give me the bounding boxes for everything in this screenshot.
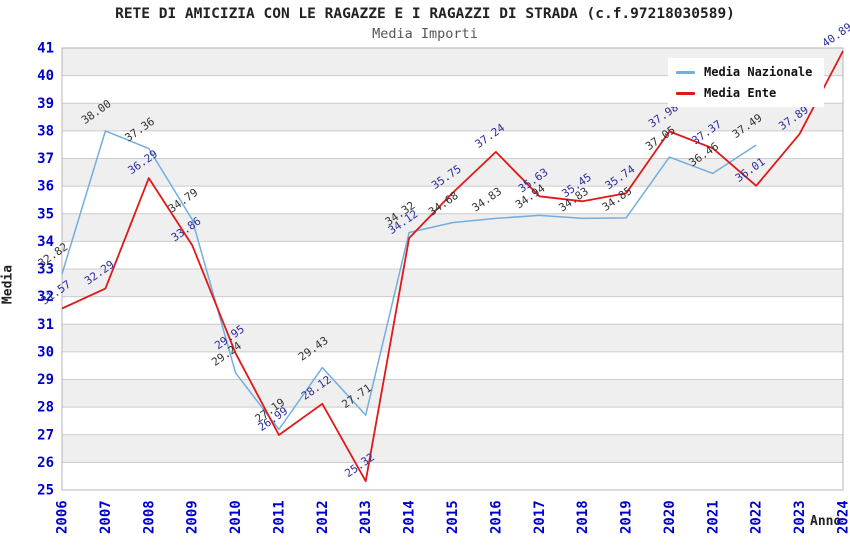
series-line-media-ente: [61, 50, 844, 483]
x-tick-label: 2008: [141, 500, 157, 534]
legend-item-media-nazionale: Media Nazionale: [676, 65, 812, 79]
legend-label-media-nazionale: Media Nazionale: [704, 65, 813, 79]
x-tick-label: 2020: [662, 500, 678, 534]
x-tick-label: 2007: [98, 500, 114, 534]
x-tick-label: 2024: [836, 500, 850, 534]
chart-subtitle: Media Importi: [372, 26, 478, 42]
plot-border: [61, 47, 844, 491]
y-tick-label: 41: [37, 41, 54, 57]
x-tick-label: 2017: [532, 500, 548, 534]
y-tick-label: 29: [37, 372, 54, 388]
x-tick-label: 2014: [402, 500, 418, 534]
y-tick-label: 32: [37, 289, 54, 305]
y-tick-label: 27: [37, 427, 54, 443]
x-tick-label: 2006: [55, 500, 71, 534]
y-tick-label: 39: [37, 96, 54, 112]
y-tick-label: 40: [37, 68, 54, 84]
plot-band: [62, 379, 843, 408]
x-tick-label: 2015: [445, 500, 461, 534]
x-axis-title: Anno: [810, 514, 842, 529]
x-tick-label: 2009: [185, 500, 201, 534]
y-tick-label: 37: [37, 151, 54, 167]
plot-band: [62, 269, 843, 297]
y-tick-label: 33: [37, 262, 54, 278]
data-label-media-nazionale: 34.79: [166, 186, 201, 216]
x-tick-label: 2023: [792, 500, 808, 534]
chart-title: RETE DI AMICIZIA CON LE RAGAZZE E I RAGA…: [115, 6, 735, 22]
x-tick-label: 2016: [488, 500, 504, 534]
y-tick-label: 34: [37, 234, 54, 250]
x-tick-label: 2010: [228, 500, 244, 534]
y-tick-label: 31: [37, 317, 54, 333]
x-tick-label: 2012: [315, 500, 331, 534]
y-tick-label: 26: [37, 455, 54, 471]
y-tick-label: 36: [37, 179, 54, 195]
x-tick-label: 2022: [749, 500, 765, 534]
plot-band: [62, 324, 843, 352]
plot-band: [62, 158, 843, 187]
data-label-media-nazionale: 34.85: [600, 184, 635, 214]
x-tick-label: 2019: [619, 500, 635, 534]
series-line-media-nazionale: [61, 130, 757, 431]
x-tick-label: 2021: [705, 500, 721, 534]
y-tick-label: 28: [37, 400, 54, 416]
legend-swatch-media-ente-icon: [676, 91, 695, 95]
legend: Media Nazionale Media Ente: [668, 58, 825, 107]
legend-label-media-ente: Media Ente: [704, 86, 777, 100]
plot-band: [62, 434, 843, 463]
data-label-media-nazionale: 34.83: [470, 185, 505, 215]
y-tick-label: 38: [37, 123, 54, 139]
legend-swatch-media-nazionale-icon: [676, 70, 695, 74]
y-tick-label: 25: [37, 483, 54, 499]
y-tick-label: 35: [37, 206, 54, 222]
x-tick-label: 2013: [358, 500, 374, 534]
data-label-media-ente: 40.89: [820, 20, 850, 50]
x-tick-label: 2011: [271, 500, 287, 534]
y-tick-label: 30: [37, 344, 54, 360]
legend-item-media-ente: Media Ente: [676, 86, 812, 100]
plot-band: [62, 103, 843, 131]
x-tick-label: 2018: [575, 500, 591, 534]
